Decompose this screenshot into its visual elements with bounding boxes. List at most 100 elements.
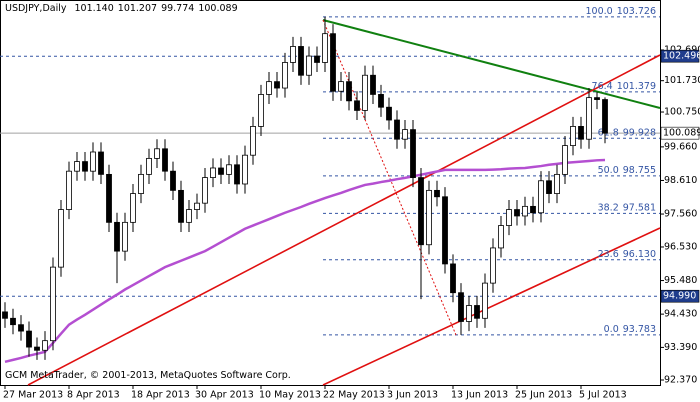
fibo-label: 38.2 97.581 <box>598 202 656 213</box>
price-box <box>660 49 700 63</box>
fibo-price: 99.928 <box>623 127 656 138</box>
candle-body <box>178 189 184 223</box>
candle-body <box>202 177 208 204</box>
candle-body <box>538 180 544 214</box>
fibo-level-pct: 100.0 <box>586 6 613 17</box>
candle-body <box>426 189 432 246</box>
x-tick-label: 18 Apr 2013 <box>131 390 190 401</box>
x-tick-label: 25 Jun 2013 <box>515 390 572 401</box>
candle-body <box>362 74 368 111</box>
y-tick-label: 101.730 <box>664 75 700 86</box>
price-box <box>660 126 700 140</box>
fibo-price: 103.726 <box>617 6 656 17</box>
candle-body <box>66 170 72 210</box>
candle-body <box>226 164 232 175</box>
x-tick-label: 27 Mar 2013 <box>3 390 63 401</box>
candle-body <box>10 317 16 326</box>
chart-header: USDJPY,Daily 101.140 101.207 99.774 100.089 <box>5 3 238 14</box>
candle-body <box>50 266 56 342</box>
x-tick-label: 3 Jun 2013 <box>387 390 438 401</box>
fibo-price: 97.581 <box>623 202 656 213</box>
candle-body <box>122 221 128 252</box>
candle-body <box>514 209 520 217</box>
candle-body <box>42 340 48 351</box>
candle-body <box>394 119 400 140</box>
fibo-level-pct: 0.0 <box>604 324 619 335</box>
candle-body <box>34 346 40 351</box>
price-box-label: 94.990 <box>663 291 696 302</box>
candle-body <box>594 97 600 100</box>
candle-body <box>498 225 504 249</box>
candle-body <box>322 33 328 63</box>
fibo-price: 101.379 <box>617 81 656 92</box>
candle-body <box>466 305 472 322</box>
candle-body <box>306 55 312 76</box>
candle-body <box>186 209 192 223</box>
candle-body <box>290 46 296 63</box>
candle-body <box>330 33 336 92</box>
fibo-level-pct: 38.2 <box>598 202 619 213</box>
candle-body <box>442 196 448 265</box>
candle-body <box>138 173 144 194</box>
candle-body <box>482 282 488 319</box>
candle-body <box>298 46 304 76</box>
candle-body <box>242 154 248 185</box>
candle-body <box>458 292 464 322</box>
price-box-label: 102.496 <box>663 51 700 62</box>
symbol: USDJPY,Daily <box>5 3 67 14</box>
fibo-level-pct: 76.4 <box>592 81 613 92</box>
candle-body <box>106 173 112 223</box>
candle-body <box>490 247 496 284</box>
candle-body <box>522 205 528 217</box>
candle-body <box>170 170 176 191</box>
header-value: 101.207 <box>118 3 157 14</box>
fibo-price: 96.130 <box>623 249 656 260</box>
fibo-label: 23.6 96.130 <box>598 249 656 260</box>
candle-body <box>146 157 152 175</box>
y-tick-label: 97.560 <box>664 209 697 220</box>
candle-body <box>258 94 264 127</box>
y-tick-label: 96.530 <box>664 241 697 252</box>
candle-body <box>546 180 552 194</box>
candle-body <box>578 126 584 140</box>
candle-body <box>154 148 160 159</box>
y-tick-label: 93.390 <box>664 342 697 353</box>
copyright: GCM MetaTrader, © 2001-2013, MetaQuotes … <box>5 370 291 381</box>
y-tick-label: 99.660 <box>664 141 697 152</box>
candle-body <box>386 106 392 121</box>
fibo-label: 100.0 103.726 <box>586 6 657 17</box>
header-value: 99.774 <box>161 3 194 14</box>
candle-body <box>114 221 120 252</box>
moving-average <box>4 158 606 363</box>
candle-body <box>130 193 136 223</box>
candle-body <box>506 209 512 226</box>
candle-body <box>314 55 320 63</box>
candle-body <box>338 81 344 92</box>
y-tick-label: 100.750 <box>664 107 700 118</box>
fibo-level-pct: 50.0 <box>598 165 619 176</box>
price-box <box>660 289 700 303</box>
header-value: 100.089 <box>198 3 237 14</box>
candle-body <box>402 129 408 140</box>
candle-body <box>602 99 608 134</box>
candle-body <box>554 173 560 194</box>
x-tick-label: 8 Apr 2013 <box>67 390 120 401</box>
candle-body <box>2 311 8 319</box>
x-tick-label: 13 Jun 2013 <box>451 390 508 401</box>
x-tick-label: 5 Jul 2013 <box>579 390 627 401</box>
candle-body <box>18 324 24 332</box>
price-box-label: 100.089 <box>663 128 700 139</box>
candle-body <box>26 330 32 348</box>
candle-body <box>58 209 64 268</box>
fibo-label: 61.8 99.928 <box>598 127 656 138</box>
candle-body <box>474 305 480 319</box>
fibo-label: 76.4 101.379 <box>592 81 656 92</box>
candle-body <box>250 126 256 156</box>
candle-body <box>218 167 224 175</box>
channel-line <box>322 227 661 386</box>
candle-body <box>266 81 272 95</box>
candle-body <box>98 151 104 175</box>
channel-line <box>27 54 661 386</box>
candle-body <box>370 74 376 95</box>
